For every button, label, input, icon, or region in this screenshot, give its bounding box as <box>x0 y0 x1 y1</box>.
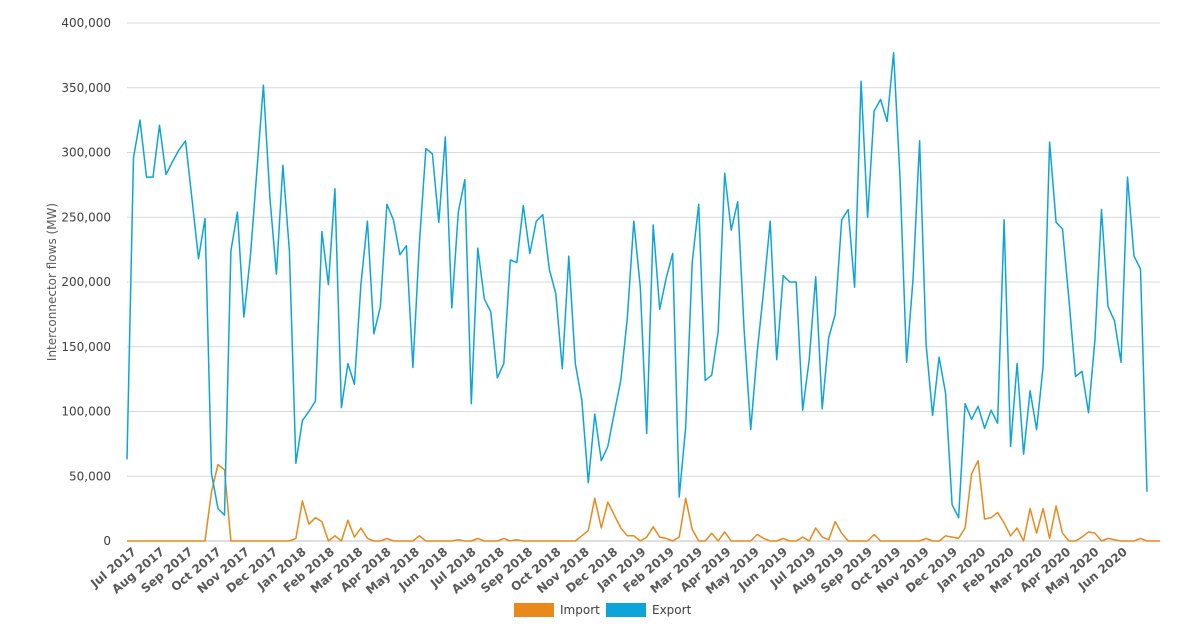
legend[interactable]: Import Export <box>514 603 692 617</box>
y-axis-ticks: 0 50,000 100,000 150,000 200,000 250,000 300,0… <box>61 16 111 548</box>
y-tick-label: 100,000 <box>61 405 111 419</box>
series-lines <box>126 52 1160 542</box>
series-line-import[interactable] <box>127 459 1160 542</box>
y-tick-label: 250,000 <box>61 210 111 224</box>
y-tick-label: 300,000 <box>61 146 111 160</box>
legend-import-label[interactable]: Import <box>560 603 600 617</box>
series-line-export[interactable] <box>126 52 1148 519</box>
y-axis-title: Interconnector flows (MW) <box>45 203 59 361</box>
legend-export-label[interactable]: Export <box>652 603 692 617</box>
y-tick-label: 50,000 <box>69 469 111 483</box>
y-tick-label: 350,000 <box>61 81 111 95</box>
legend-export-swatch[interactable] <box>606 603 646 617</box>
y-tick-label: 400,000 <box>61 16 111 30</box>
legend-import-swatch[interactable] <box>514 603 554 617</box>
y-tick-label: 0 <box>103 534 111 548</box>
y-tick-label: 200,000 <box>61 275 111 289</box>
y-tick-label: 150,000 <box>61 340 111 354</box>
